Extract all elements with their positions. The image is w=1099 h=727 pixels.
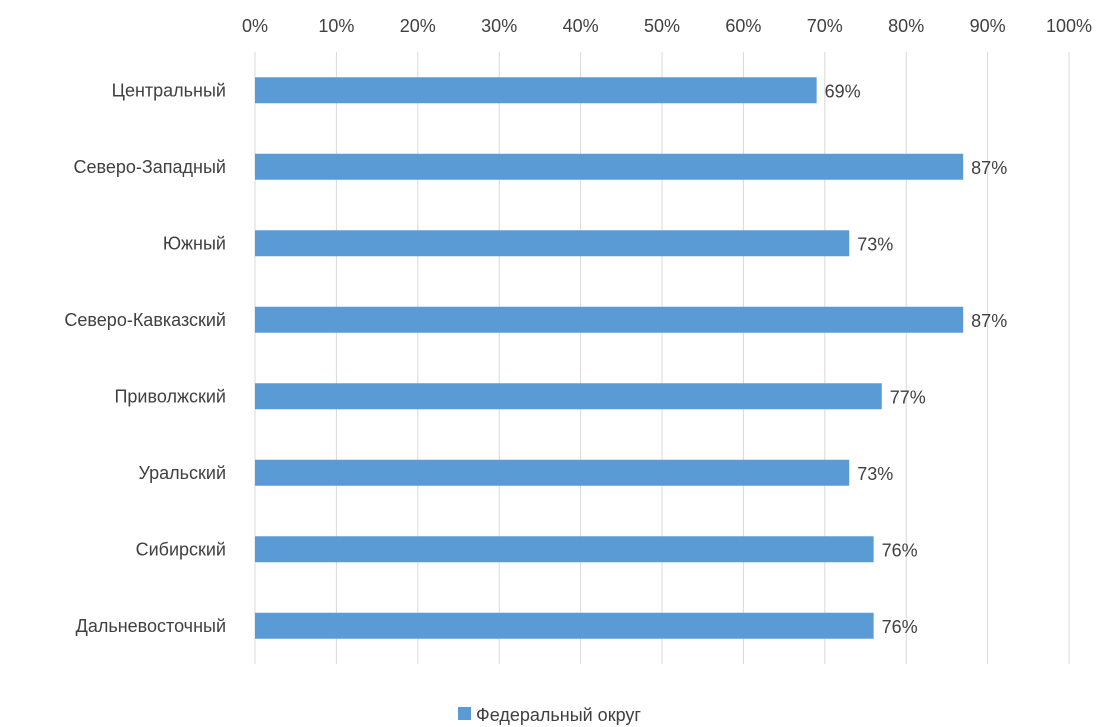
x-tick-label: 100% [1046,16,1092,36]
bars [255,77,964,639]
category-labels: Центральный Северо-Западный Южный Северо-Ка… [64,80,226,636]
category-label: Южный [163,233,226,253]
category-label: Сибирский [136,539,226,559]
data-label: 87% [971,158,1007,178]
x-tick-label: 50% [644,16,680,36]
data-label: 73% [857,464,893,484]
x-tick-label: 40% [563,16,599,36]
legend-swatch [458,706,472,720]
data-label: 69% [825,81,861,101]
x-tick-label: 90% [970,16,1006,36]
bar-chart: 0% 10% 20% 30% 40% 50% 60% 70% 80% 90% 100% Центра… [64,16,1092,664]
data-label: 77% [890,387,926,407]
bar [255,230,850,257]
category-label: Северо-Западный [74,157,226,177]
x-tick-label: 30% [481,16,517,36]
category-label: Уральский [138,463,226,483]
bar [255,459,850,486]
bar [255,536,874,563]
bar [255,306,964,333]
legend: Федеральный округ [0,704,1099,726]
x-tick-label: 10% [318,16,354,36]
data-label: 87% [971,311,1007,331]
x-tick-label: 80% [888,16,924,36]
data-label: 76% [882,540,918,560]
bar [255,77,817,104]
x-tick-label: 70% [807,16,843,36]
x-tick-label: 20% [400,16,436,36]
data-label: 73% [857,234,893,254]
x-axis-tick-labels: 0% 10% 20% 30% 40% 50% 60% 70% 80% 90% 100% [242,16,1092,36]
data-label: 76% [882,617,918,637]
legend-label: Федеральный округ [476,704,641,725]
gridlines [254,52,1070,664]
bar [255,153,964,180]
category-label: Центральный [112,80,226,100]
category-label: Северо-Кавказский [64,310,226,330]
bar [255,383,882,410]
category-label: Приволжский [114,386,226,406]
bar [255,612,874,639]
x-tick-label: 0% [242,16,268,36]
data-labels: 69% 87% 73% 87% 77% 73% 76% 76% [825,81,1008,637]
x-tick-label: 60% [725,16,761,36]
category-label: Дальневосточный [76,616,226,636]
